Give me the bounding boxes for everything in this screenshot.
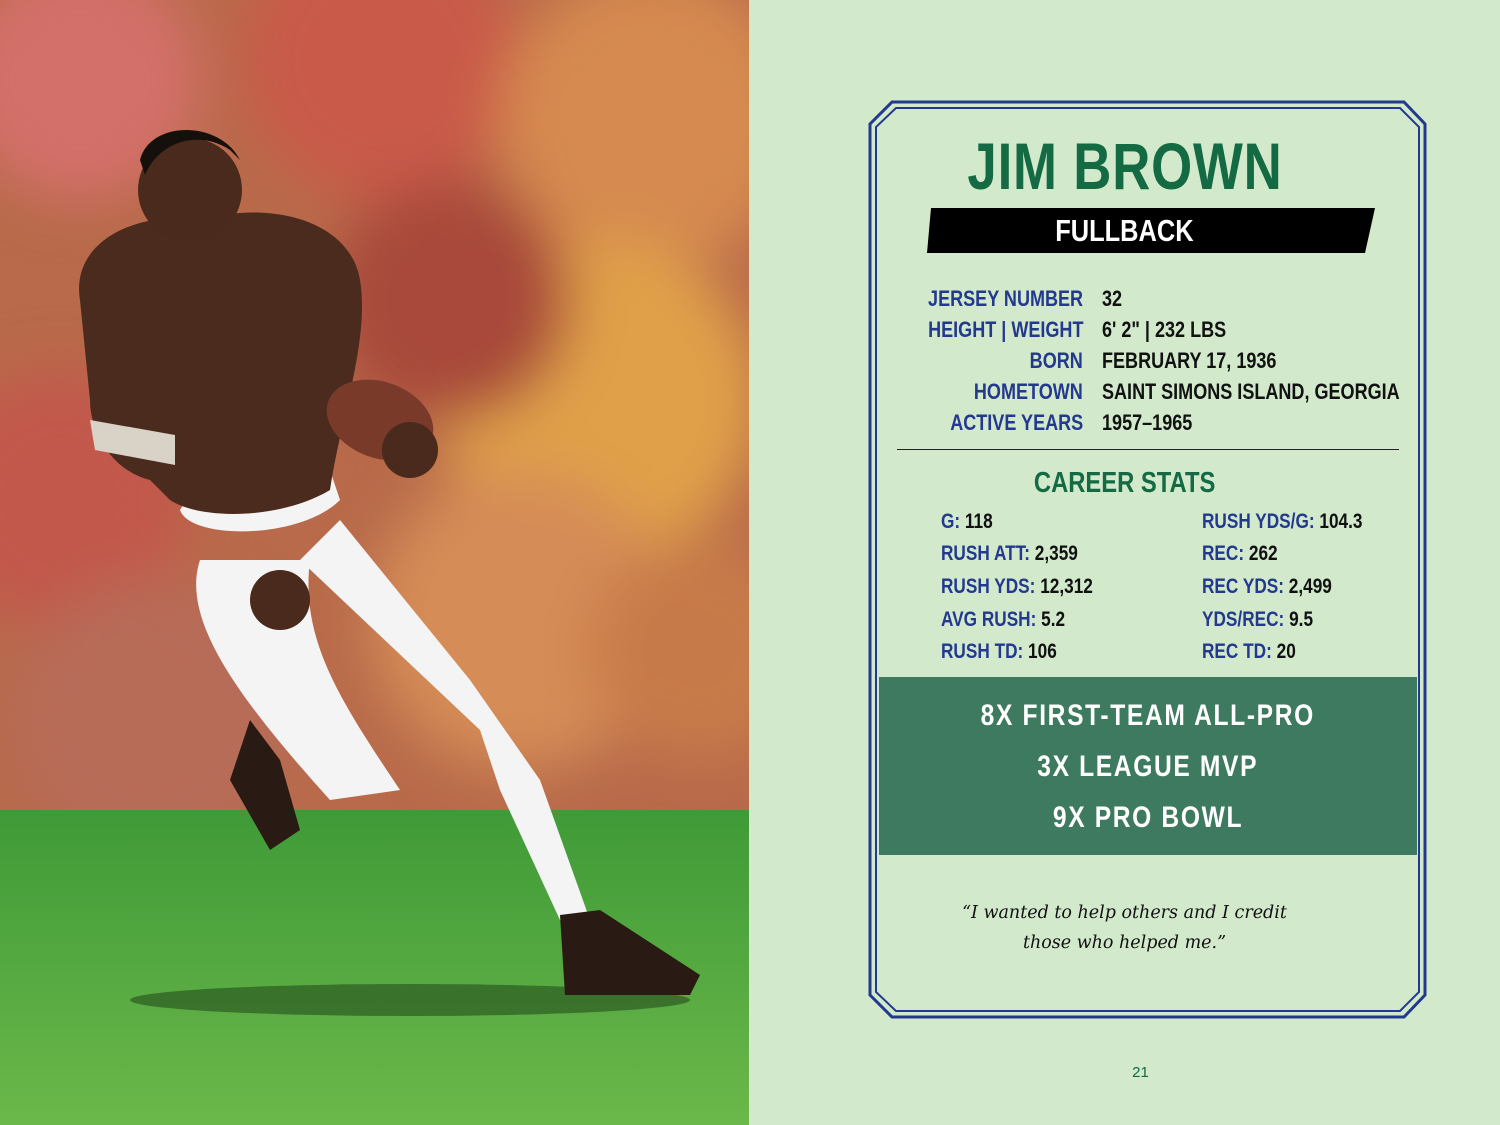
stat-rush-yds: RUSH YDS: 12,312 — [941, 575, 1093, 598]
honor-item: 3X LEAGUE MVP — [1037, 750, 1259, 783]
divider — [897, 449, 1399, 450]
stat-yds-per-rec: YDS/REC: 9.5 — [1202, 608, 1314, 631]
info-row-jersey: JERSEY NUMBER 32 — [927, 286, 1123, 311]
stat-games: G: 118 — [941, 510, 993, 533]
player-quote: “I wanted to help others and I credit th… — [749, 898, 1500, 958]
info-row-born: BORN FEBRUARY 17, 1936 — [1029, 348, 1277, 373]
honor-item: 9X PRO BOWL — [1052, 801, 1244, 834]
player-card-page: JIM BROWN FULLBACK JERSEY NUMBER 32 HEIGH… — [749, 0, 1500, 1125]
stat-rush-yds-per-game: RUSH YDS/G: 104.3 — [1202, 510, 1363, 533]
shadow — [130, 984, 690, 1016]
stat-rush-td: RUSH TD: 106 — [941, 640, 1057, 663]
player-position: FULLBACK — [1055, 213, 1194, 248]
card-frame — [868, 100, 1427, 1019]
quote-line: “I wanted to help others and I credit — [962, 903, 1287, 923]
crowd-background — [0, 0, 749, 860]
football-player — [79, 130, 700, 995]
position-banner — [927, 208, 1375, 253]
info-row-hometown: HOMETOWN SAINT SIMONS ISLAND, GEORGIA — [974, 379, 1400, 404]
player-illustration — [0, 0, 749, 1125]
stat-rush-att: RUSH ATT: 2,359 — [941, 542, 1078, 565]
stat-avg-rush: AVG RUSH: 5.2 — [941, 608, 1066, 631]
player-name: JIM BROWN — [966, 129, 1283, 203]
quote-line: those who helped me.” — [1022, 933, 1227, 953]
page-number: 21 — [1132, 1064, 1149, 1081]
career-stats-heading: CAREER STATS — [1033, 467, 1216, 499]
honors-band: 8X FIRST-TEAM ALL-PRO 3X LEAGUE MVP 9X P… — [879, 677, 1417, 855]
honor-item: 8X FIRST-TEAM ALL-PRO — [980, 699, 1316, 732]
stat-rec-yds: REC YDS: 2,499 — [1202, 575, 1332, 598]
stat-rec-td: REC TD: 20 — [1202, 640, 1296, 663]
info-row-active-years: ACTIVE YEARS 1957–1965 — [950, 410, 1193, 435]
stat-rec: REC: 262 — [1202, 542, 1278, 565]
info-row-height-weight: HEIGHT | WEIGHT 6' 2" | 232 LBS — [927, 317, 1227, 342]
